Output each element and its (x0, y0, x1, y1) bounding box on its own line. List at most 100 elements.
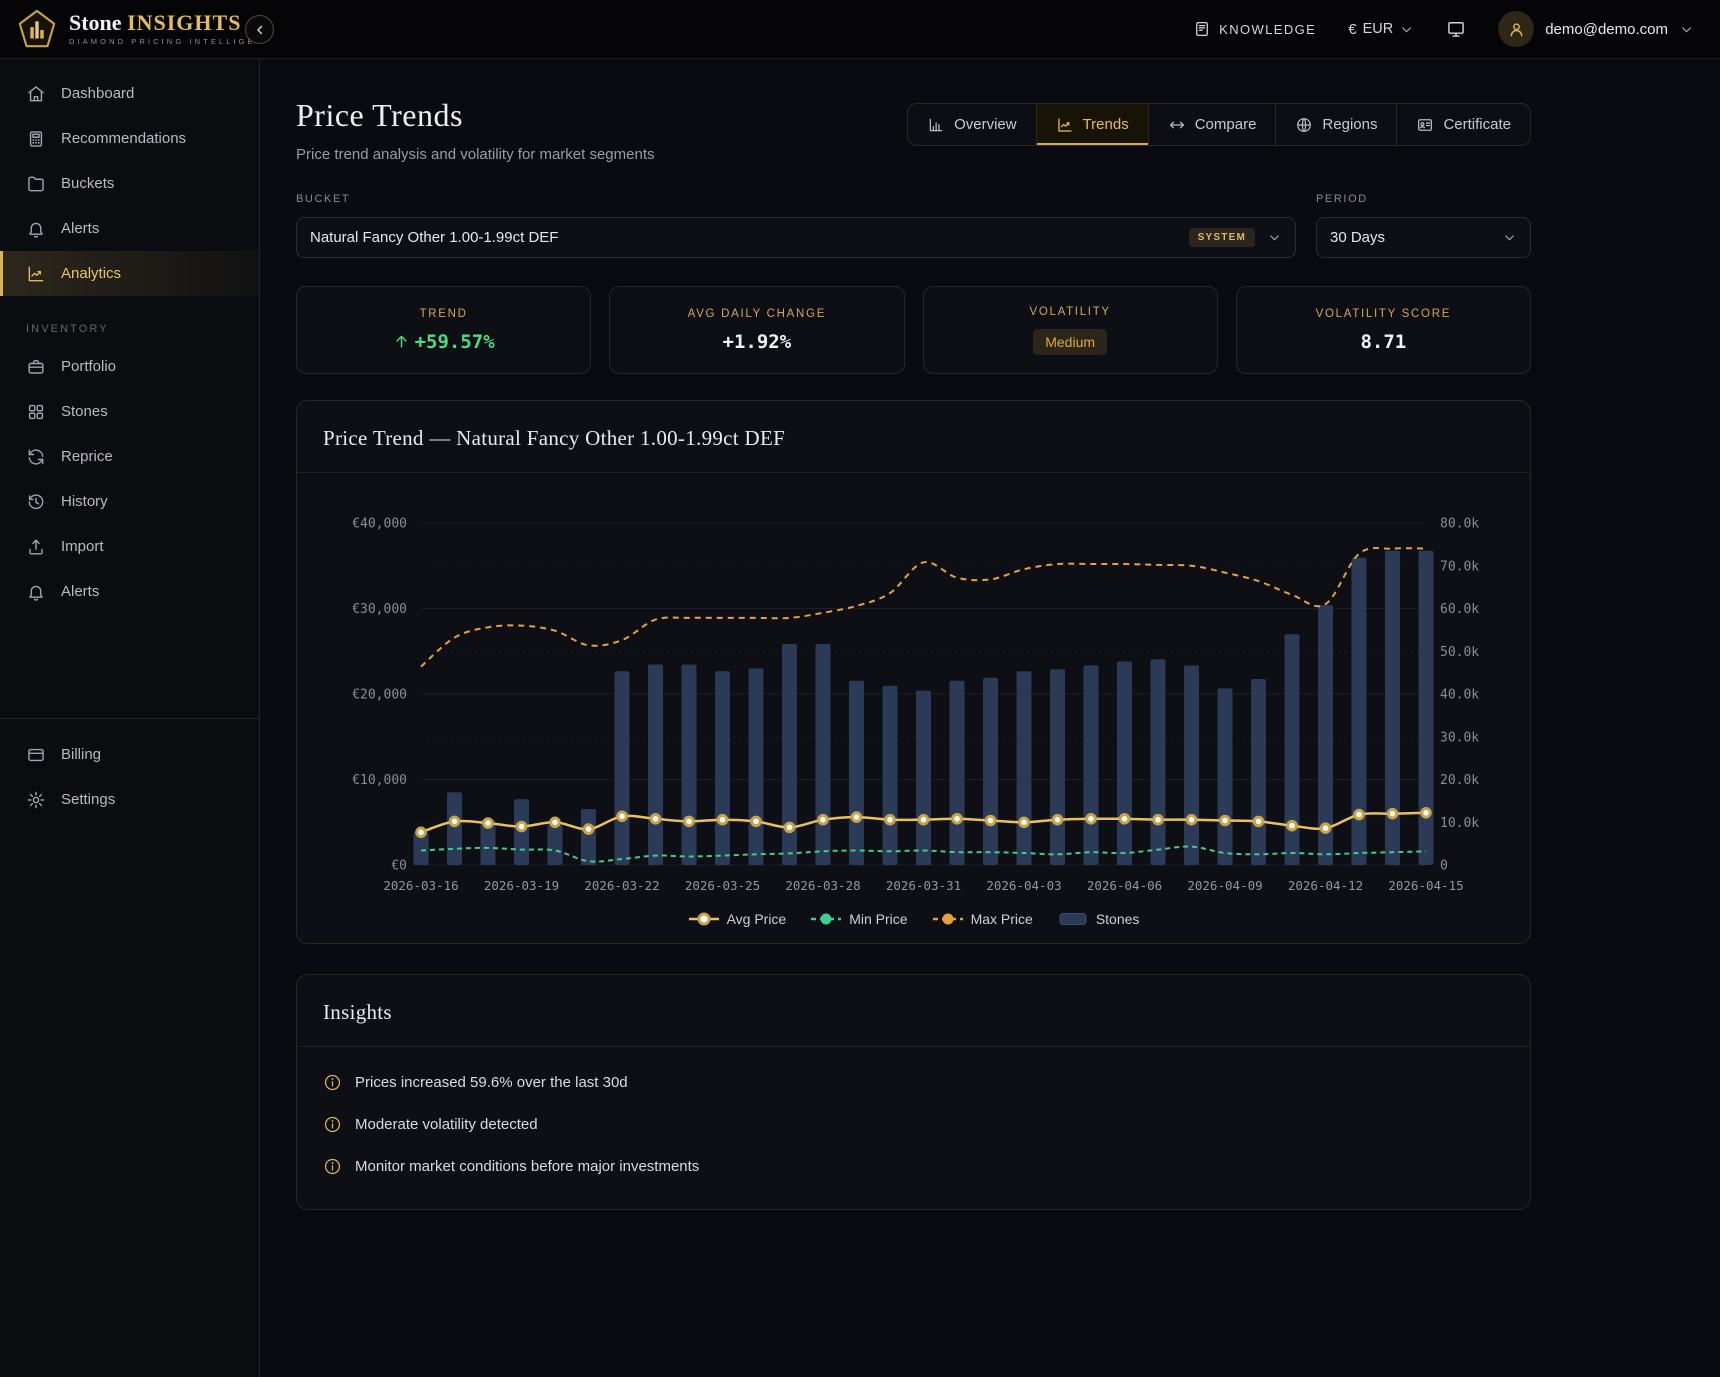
legend-item-avg-price[interactable]: Avg Price (688, 911, 786, 927)
svg-text:€30,000: €30,000 (352, 602, 407, 617)
sidebar-item-alerts[interactable]: Alerts (0, 569, 259, 614)
stat-card-avg-daily-change: AVG DAILY CHANGE +1.92% (609, 286, 905, 374)
chart-legend: Avg Price Min Price Max Price Stones (321, 909, 1506, 939)
analytics-icon (26, 264, 46, 284)
chevron-left-icon (256, 25, 262, 34)
sidebar-item-recommendations[interactable]: Recommendations (0, 116, 259, 161)
period-select[interactable]: 30 Days (1316, 217, 1531, 258)
user-icon (1510, 22, 1523, 36)
svg-text:2026-03-28: 2026-03-28 (785, 878, 860, 893)
sidebar-item-stones[interactable]: Stones (0, 389, 259, 434)
sidebar-item-settings[interactable]: Settings (0, 777, 259, 822)
sidebar-item-dashboard[interactable]: Dashboard (0, 71, 259, 116)
stat-label: VOLATILITY (1029, 305, 1111, 318)
legend-item-max-price[interactable]: Max Price (932, 911, 1033, 927)
tab-compare[interactable]: Compare (1149, 104, 1277, 145)
bell-icon (26, 582, 46, 602)
tab-trends[interactable]: Trends (1036, 104, 1149, 145)
insight-item-2: Moderate volatility detected (323, 1115, 1504, 1134)
knowledge-link[interactable]: KNOWLEDGE (1193, 20, 1316, 38)
info-icon (323, 1073, 342, 1092)
history-icon (26, 492, 46, 512)
insights-title: Insights (297, 975, 1530, 1047)
max-price-line[interactable] (420, 547, 1427, 668)
price-trend-card: Price Trend — Natural Fancy Other 1.00-1… (296, 400, 1531, 944)
sidebar-collapse-button[interactable] (245, 15, 274, 44)
sidebar-item-billing[interactable]: Billing (0, 732, 259, 777)
insights-list: Prices increased 59.6% over the last 30d… (297, 1047, 1530, 1209)
avatar (1498, 11, 1535, 47)
certificate-icon (1416, 116, 1434, 134)
sidebar-item-import[interactable]: Import (0, 524, 259, 569)
legend-item-stones[interactable]: Stones (1057, 911, 1139, 927)
brand-logo[interactable]: Stone INSIGHTS DIAMOND PRICING INTELLIGE (0, 8, 260, 50)
user-email: demo@demo.com (1545, 20, 1668, 38)
display-mode-button[interactable] (1446, 19, 1466, 39)
folder-icon (26, 174, 46, 194)
svg-text:2026-04-06: 2026-04-06 (1087, 878, 1162, 893)
sidebar-item-buckets[interactable]: Buckets (0, 161, 259, 206)
stat-cards: TREND +59.57% AVG DAILY CHANGE +1.92% VOLATI… (296, 286, 1531, 374)
svg-text:2026-04-12: 2026-04-12 (1288, 878, 1363, 893)
legend-swatch (1057, 912, 1089, 926)
period-label: PERIOD (1316, 193, 1368, 205)
svg-text:2026-03-16: 2026-03-16 (383, 878, 458, 893)
stat-value: +59.57% (393, 331, 495, 353)
sidebar-item-reprice[interactable]: Reprice (0, 434, 259, 479)
chart-title: Price Trend — Natural Fancy Other 1.00-1… (297, 401, 1530, 473)
page-title: Price Trends (296, 97, 463, 133)
tab-regions[interactable]: Regions (1276, 104, 1398, 145)
legend-swatch (810, 912, 842, 926)
svg-text:0: 0 (1440, 859, 1448, 874)
globe-icon (1295, 116, 1313, 134)
svg-text:€20,000: €20,000 (352, 688, 407, 703)
legend-swatch (688, 912, 720, 926)
trend-icon (1056, 116, 1074, 134)
sidebar-item-alerts[interactable]: Alerts (0, 206, 259, 251)
price-trend-chart[interactable]: €0 €10,000 €20,000 €30,000 €40,000 0 10.0k 20.0… (321, 487, 1506, 909)
bucket-label: BUCKET (296, 193, 351, 205)
chevron-down-icon (1505, 235, 1514, 241)
calculator-icon (26, 129, 46, 149)
tab-certificate[interactable]: Certificate (1397, 104, 1530, 145)
insight-item-1: Prices increased 59.6% over the last 30d (323, 1073, 1504, 1092)
briefcase-icon (26, 357, 46, 377)
svg-text:30.0k: 30.0k (1440, 730, 1479, 745)
svg-text:2026-04-15: 2026-04-15 (1388, 878, 1463, 893)
sidebar-item-portfolio[interactable]: Portfolio (0, 344, 259, 389)
svg-text:€0: €0 (391, 859, 407, 874)
legend-item-min-price[interactable]: Min Price (810, 911, 908, 927)
sidebar-nav-main: Dashboard Recommendations Buckets Alerts Ana… (0, 71, 259, 296)
currency-selector[interactable]: € EUR (1348, 21, 1414, 38)
svg-text:2026-03-25: 2026-03-25 (685, 878, 760, 893)
legend-swatch (932, 912, 964, 926)
main-area: Price Trends Price trend analysis and vo… (260, 59, 1720, 1377)
svg-text:10.0k: 10.0k (1440, 816, 1479, 831)
avg-price-markers[interactable] (415, 807, 1432, 839)
stat-label: TREND (419, 307, 468, 320)
refresh-icon (26, 447, 46, 467)
system-badge: SYSTEM (1188, 228, 1255, 247)
sidebar-item-history[interactable]: History (0, 479, 259, 524)
svg-text:70.0k: 70.0k (1440, 559, 1479, 574)
min-price-line[interactable] (420, 845, 1427, 863)
view-tabs: Overview Trends Compare Regions Certificate (907, 103, 1531, 146)
stat-label: AVG DAILY CHANGE (687, 307, 827, 320)
left-axis-labels: €0 €10,000 €20,000 €30,000 €40,000 (352, 517, 407, 874)
brand-name-accent: INSIGHTS (127, 10, 242, 35)
svg-text:40.0k: 40.0k (1440, 688, 1479, 703)
home-icon (26, 84, 46, 104)
compare-icon (1168, 116, 1186, 134)
user-menu[interactable]: demo@demo.com (1498, 11, 1694, 47)
stat-value: 8.71 (1360, 330, 1407, 353)
chevron-down-icon (1270, 235, 1279, 241)
page-subtitle: Price trend analysis and volatility for … (296, 146, 655, 163)
bucket-select[interactable]: Natural Fancy Other 1.00-1.99ct DEF SYST… (296, 217, 1296, 258)
tab-overview[interactable]: Overview (908, 104, 1037, 145)
sidebar-item-analytics[interactable]: Analytics (0, 251, 259, 296)
svg-text:2026-03-19: 2026-03-19 (484, 878, 559, 893)
euro-icon: € (1348, 20, 1357, 38)
right-axis-labels: 0 10.0k 20.0k 30.0k 40.0k 50.0k 60.0k 70.0k 80.0… (1440, 517, 1479, 874)
brand-name: Stone (69, 10, 122, 35)
stat-card-volatility: VOLATILITY Medium (922, 286, 1218, 374)
